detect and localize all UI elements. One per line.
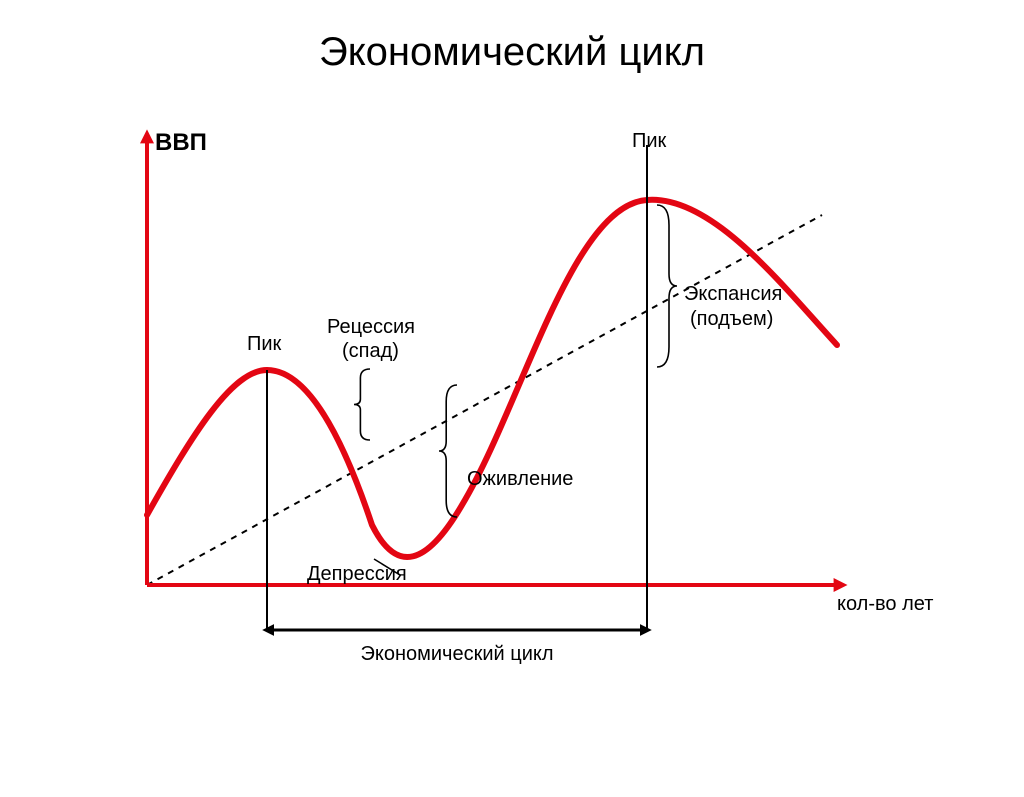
page-title: Экономический цикл [0,30,1024,75]
x-axis-label: кол-во лет [837,593,933,615]
label-depression: Депрессия [307,563,407,585]
label-expansion_l1: Экспансия [684,283,782,305]
cycle-span-label: Экономический цикл [360,643,553,665]
economic-cycle-chart: ВВП кол-во лет Экономический цикл Пик Пик Рец… [62,85,962,715]
label-expansion_l2: (подъем) [690,308,773,330]
label-peak2: Пик [632,130,667,152]
label-recession_l1: Рецессия [327,316,415,338]
label-peak1: Пик [247,333,282,355]
label-recession_l2: (спад) [342,340,399,362]
label-recovery: Оживление [467,468,573,490]
y-axis-label: ВВП [155,129,207,156]
